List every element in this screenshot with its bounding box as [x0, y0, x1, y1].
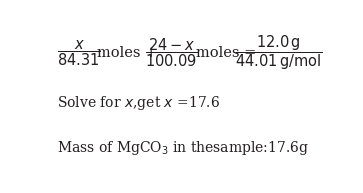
Text: $\dfrac{12.0\,\mathrm{g}}{44.01\,\mathrm{g/mol}}$: $\dfrac{12.0\,\mathrm{g}}{44.01\,\mathrm…: [235, 34, 323, 72]
Text: moles =: moles =: [196, 46, 256, 60]
Text: moles +: moles +: [97, 46, 158, 60]
Text: Mass of MgCO$_3$ in thesample:17.6g: Mass of MgCO$_3$ in thesample:17.6g: [57, 139, 309, 157]
Text: Solve for $x$,get $x$ =17.6: Solve for $x$,get $x$ =17.6: [57, 94, 220, 112]
Text: $\dfrac{x}{84.31}$: $\dfrac{x}{84.31}$: [57, 38, 101, 68]
Text: $\dfrac{24-x}{100.09}$: $\dfrac{24-x}{100.09}$: [145, 37, 199, 69]
